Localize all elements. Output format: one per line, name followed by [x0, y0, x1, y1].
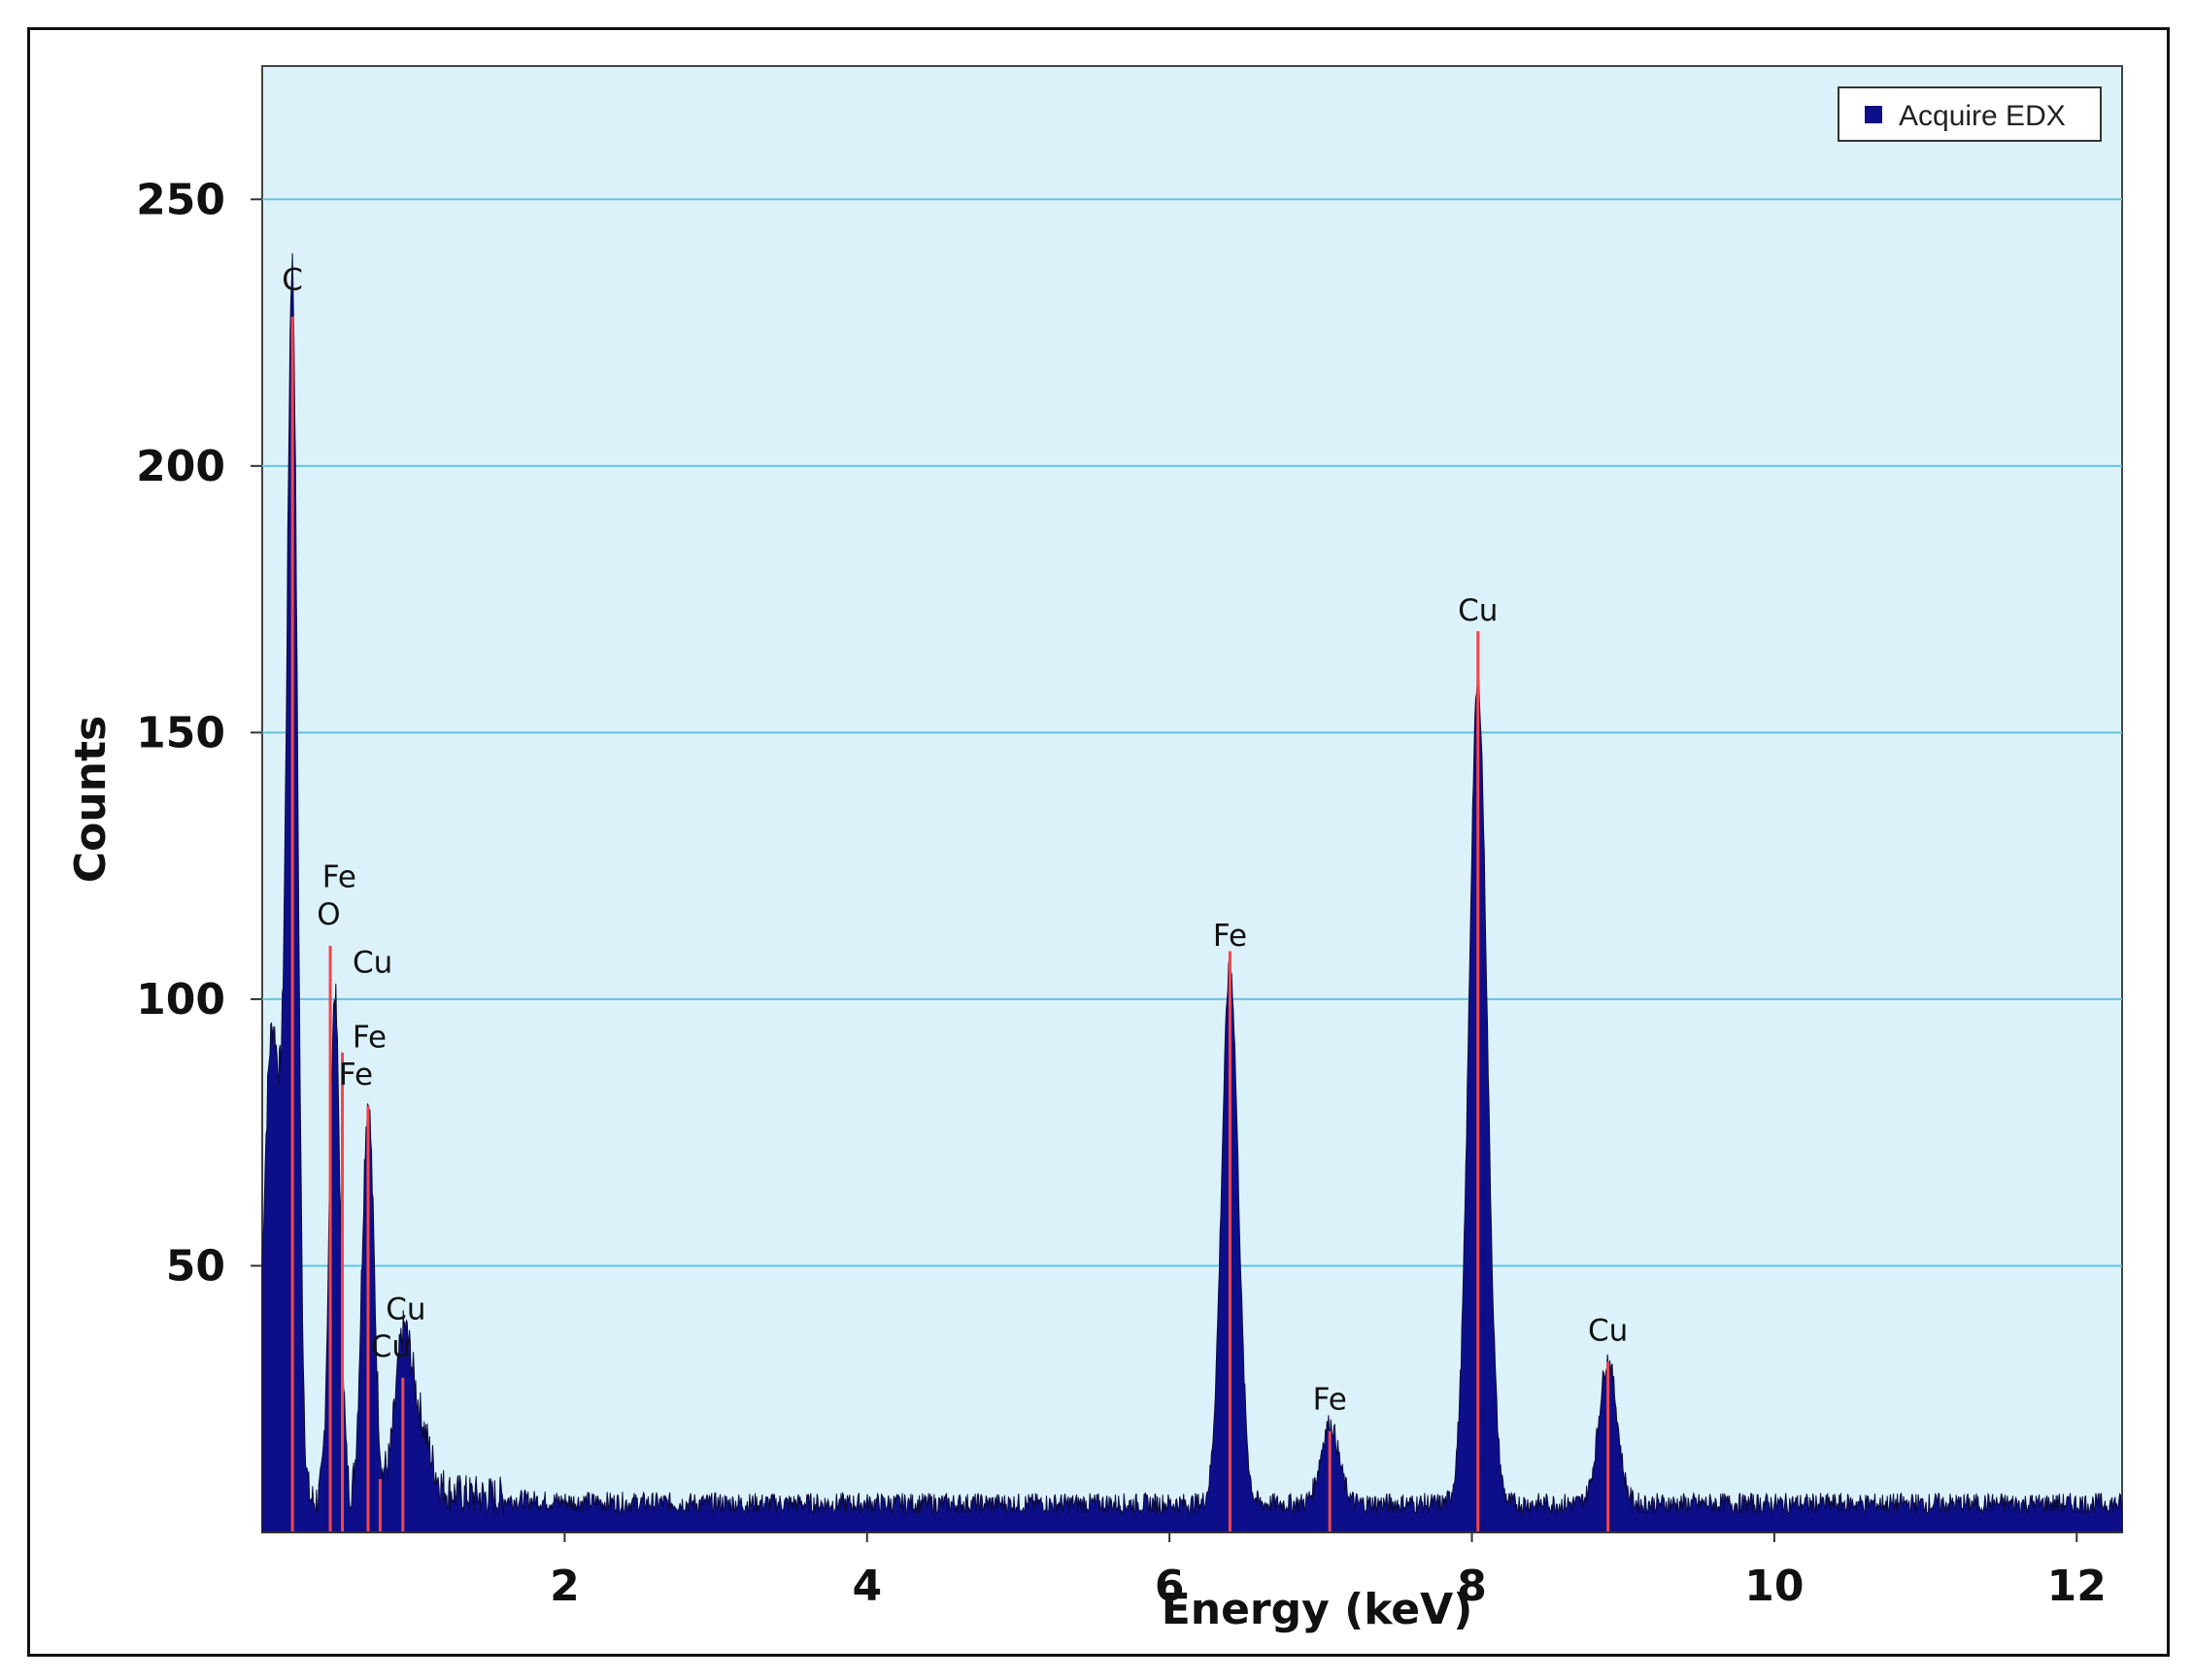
plot-area: [261, 65, 2123, 1533]
x-tick-label-8: 8: [1457, 1562, 1487, 1611]
legend: Acquire EDX: [1838, 86, 2102, 142]
x-tick-label-4: 4: [852, 1562, 882, 1611]
gridlines: [262, 198, 2122, 1267]
y-tick-label-50: 50: [166, 1241, 225, 1291]
peak-label-5: Fe: [339, 1058, 373, 1092]
x-tick-label-10: 10: [1744, 1562, 1804, 1611]
peak-label-2: O: [317, 897, 340, 932]
peak-label-6: Cu: [386, 1292, 425, 1327]
y-tick-label-100: 100: [136, 975, 225, 1025]
y-tick-label-250: 250: [136, 175, 225, 224]
axis-ticks: 50 100 150 200 250 2 4 6 8 10 12: [136, 175, 2107, 1611]
peak-label-3: Cu: [353, 945, 392, 980]
peak-label-8: Fe: [1213, 919, 1247, 954]
legend-swatch: [1865, 106, 1882, 123]
peak-label-11: Cu: [1588, 1313, 1628, 1348]
x-tick-label-6: 6: [1155, 1562, 1185, 1611]
x-tick-label-12: 12: [2047, 1562, 2107, 1611]
y-tick-label-150: 150: [136, 708, 225, 757]
peak-label-9: Fe: [1313, 1383, 1347, 1418]
legend-label: Acquire EDX: [1899, 100, 2066, 132]
series-area-0: [261, 252, 2123, 1533]
peak-label-1: Fe: [322, 860, 356, 895]
peak-label-10: Cu: [1458, 593, 1498, 628]
peak-label-4: Fe: [353, 1020, 387, 1055]
peak-label-7: Cu: [371, 1329, 411, 1364]
y-tick-label-200: 200: [136, 442, 225, 491]
y-axis-title: Counts: [66, 716, 116, 883]
x-tick-label-2: 2: [550, 1562, 580, 1611]
x-axis-title: Energy (keV): [1162, 1585, 1473, 1634]
spectrum-series: [261, 252, 2123, 1533]
peak-markers: [290, 317, 1610, 1532]
peak-label-0: C: [282, 263, 303, 298]
